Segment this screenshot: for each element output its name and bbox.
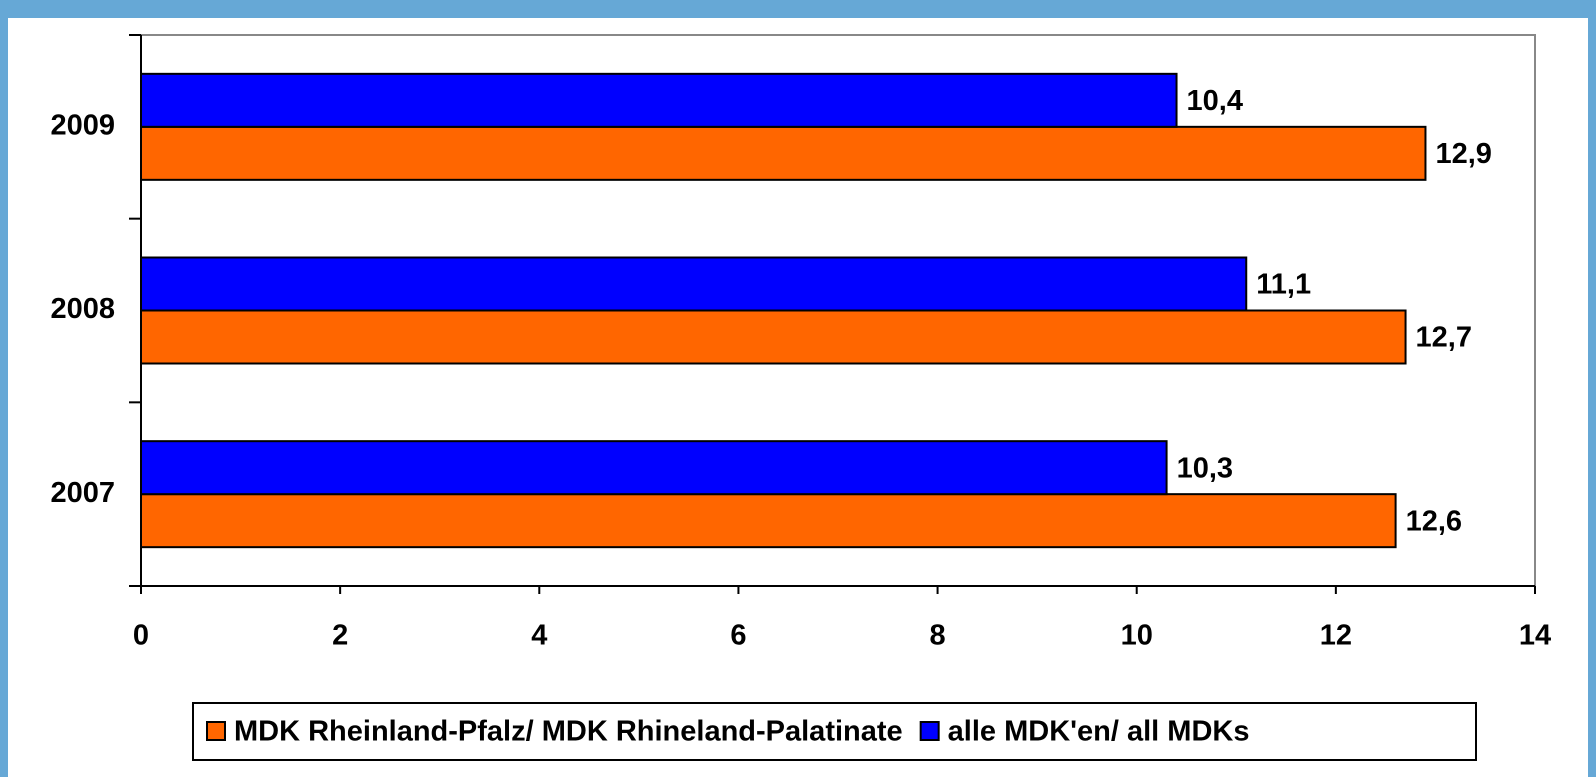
value-label: 12,7 bbox=[1416, 322, 1472, 354]
bar bbox=[140, 125, 1427, 181]
x-tick-label: 12 bbox=[1320, 620, 1352, 652]
legend-swatch bbox=[919, 721, 940, 741]
legend-box bbox=[192, 702, 1477, 761]
legend-swatch bbox=[206, 721, 226, 741]
y-tick-label: 2008 bbox=[50, 293, 115, 325]
legend-label: alle MDK'en/ all MDKs bbox=[948, 716, 1250, 748]
bar bbox=[140, 493, 1397, 549]
bar bbox=[140, 309, 1407, 365]
value-label: 10,4 bbox=[1187, 85, 1243, 117]
x-tick-label: 6 bbox=[730, 620, 746, 652]
value-label: 12,6 bbox=[1406, 505, 1462, 537]
legend-label: MDK Rheinland-Pfalz/ MDK Rhineland-Palat… bbox=[234, 716, 903, 748]
bar bbox=[140, 440, 1168, 496]
x-tick-label: 8 bbox=[930, 620, 946, 652]
y-tick-label: 2007 bbox=[50, 477, 115, 509]
x-tick-label: 14 bbox=[1519, 620, 1551, 652]
y-tick-label: 2009 bbox=[50, 109, 115, 141]
bar bbox=[140, 256, 1248, 312]
value-label: 11,1 bbox=[1256, 269, 1311, 301]
x-tick-label: 2 bbox=[332, 620, 348, 652]
x-tick-label: 0 bbox=[133, 620, 149, 652]
value-label: 10,3 bbox=[1177, 452, 1233, 484]
bar bbox=[140, 72, 1178, 128]
x-tick-label: 4 bbox=[531, 620, 547, 652]
value-label: 12,9 bbox=[1435, 138, 1491, 170]
x-tick-label: 10 bbox=[1121, 620, 1153, 652]
